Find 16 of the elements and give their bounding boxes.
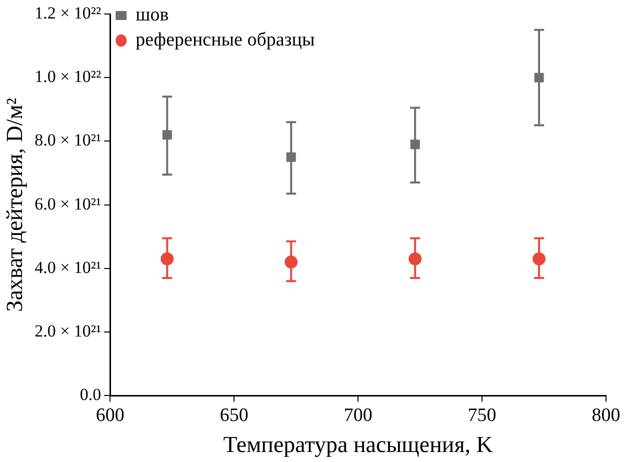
legend-label: референсные образцы (136, 29, 315, 50)
y-tick-label: 6.0 × 10²¹ (34, 194, 102, 214)
x-tick-label: 700 (344, 404, 372, 426)
y-tick-label: 2.0 × 10²¹ (34, 321, 102, 340)
x-tick-label: 600 (96, 404, 124, 426)
x-tick-label: 650 (220, 404, 248, 426)
x-tick-label: 750 (468, 404, 496, 426)
y-tick-label: 8.0 × 10²¹ (34, 130, 102, 150)
y-tick-label: 0.0 (80, 385, 102, 404)
x-tick-label: 800 (592, 404, 620, 426)
y-tick-label: 4.0 × 10²¹ (34, 258, 102, 277)
legend-label: шов (136, 4, 169, 26)
y-axis-title: Захват дейтерия, D/м² (2, 98, 27, 312)
x-axis-title: Температура насыщения, K (223, 432, 494, 458)
y-tick-label: 1.2 × 10²² (34, 3, 102, 22)
y-tick-label: 1.0 × 10²² (34, 67, 102, 86)
